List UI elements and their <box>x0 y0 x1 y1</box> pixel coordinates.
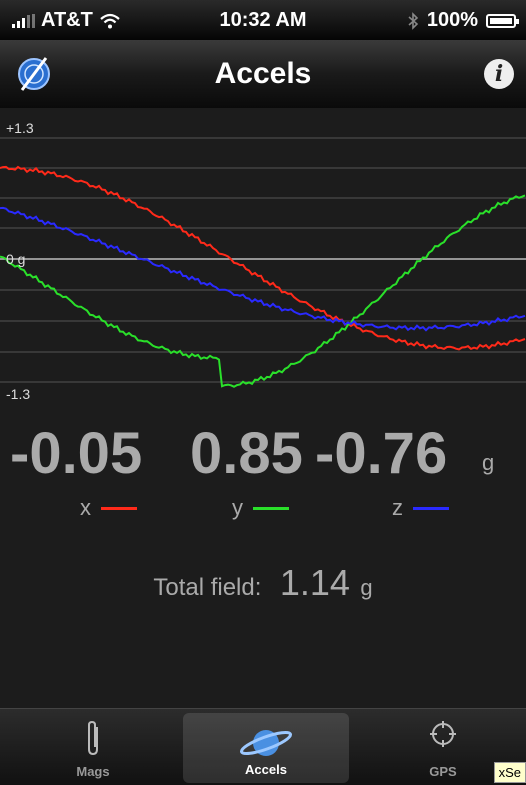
tab-gps[interactable]: GPS <box>360 709 526 785</box>
legend-z-label: z <box>392 495 403 520</box>
tab-bar: Mags Accels GPS xSe <box>0 708 526 785</box>
compass-icon[interactable] <box>14 54 54 94</box>
legend-y-swatch <box>253 506 289 510</box>
legend-x: x <box>80 495 137 521</box>
total-field-value: 1.14 <box>279 562 350 603</box>
clock: 10:32 AM <box>219 9 307 31</box>
y-value: 0.85 <box>190 421 303 486</box>
y-zero-label: 0 g <box>6 251 26 267</box>
acceleration-graph: +1.3 0 g -1.3 <box>0 108 526 408</box>
tab-mags-label: Mags <box>76 764 110 779</box>
page-title: Accels <box>214 57 312 90</box>
legend-x-label: x <box>80 495 91 520</box>
tab-mags[interactable]: Mags <box>10 709 176 785</box>
nav-bar: Accels i <box>0 40 526 109</box>
legend-x-swatch <box>101 506 137 510</box>
tab-accels[interactable]: Accels <box>183 713 349 783</box>
y-series-line <box>0 194 526 388</box>
legend-y-label: y <box>232 495 243 520</box>
bluetooth-icon <box>408 11 419 30</box>
carrier-signal: AT&T <box>12 9 121 32</box>
legend-z-swatch <box>413 506 449 510</box>
x-value: -0.05 <box>10 421 143 486</box>
tooltip: xSe <box>493 762 526 783</box>
legend-y: y <box>232 495 289 521</box>
total-field-unit: g <box>360 575 373 600</box>
carrier-label: AT&T <box>41 9 93 31</box>
total-field: Total field: 1.14 g <box>0 562 526 604</box>
signal-icon <box>12 13 35 28</box>
y-min-label: -1.3 <box>6 386 31 402</box>
tab-accels-label: Accels <box>245 762 287 777</box>
status-bar: AT&T 10:32 AM 100% <box>0 0 526 40</box>
value-unit: g <box>482 450 495 475</box>
planet-icon <box>239 730 293 756</box>
battery-label: 100% <box>426 9 478 31</box>
y-max-label: +1.3 <box>6 120 34 136</box>
paperclip-icon <box>88 720 98 756</box>
z-value: -0.76 <box>315 421 448 486</box>
status-right: 100% <box>407 9 519 32</box>
battery-icon <box>486 13 519 28</box>
graph-canvas <box>0 108 526 408</box>
wifi-icon <box>100 13 120 28</box>
x-series-line <box>0 165 526 351</box>
z-series-line <box>0 206 526 332</box>
crosshair-icon <box>430 721 456 747</box>
readings: -0.05 0.85 -0.76 g <box>0 420 526 500</box>
legend-z: z <box>392 495 449 521</box>
tab-gps-label: GPS <box>429 764 457 779</box>
total-field-label: Total field: <box>153 574 262 601</box>
info-icon[interactable]: i <box>484 59 514 89</box>
